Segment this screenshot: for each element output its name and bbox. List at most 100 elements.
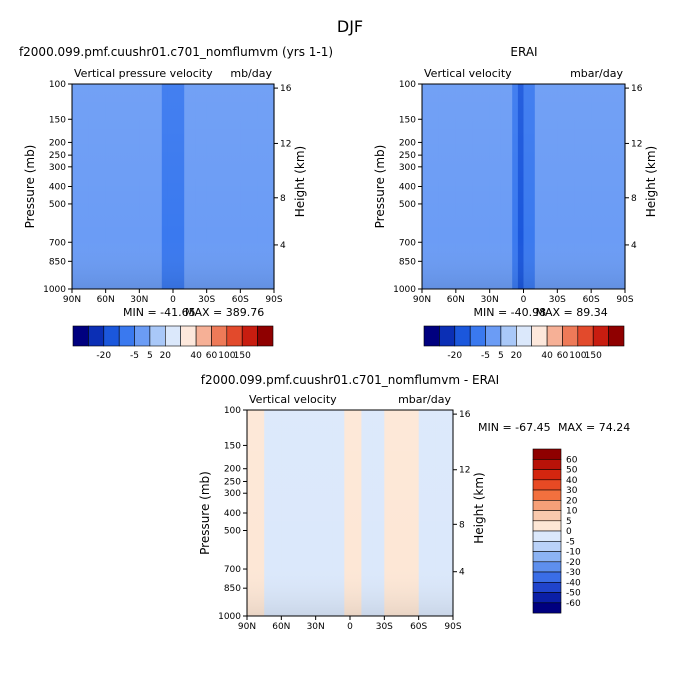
colorbar-swatch xyxy=(88,325,105,347)
y2-axis-title: Height (km) xyxy=(293,146,307,217)
x-tick-label: 60S xyxy=(232,295,249,305)
y-axis-title: Pressure (mb) xyxy=(373,145,387,229)
y-tick-label: 100 xyxy=(49,80,66,90)
y2-tick-label: 4 xyxy=(631,241,637,251)
x-tick-label: 60N xyxy=(97,295,115,305)
x-tick-label: 30S xyxy=(549,295,566,305)
colorbar-swatch xyxy=(195,325,212,347)
x-tick-label: 90S xyxy=(616,295,633,305)
colorbar-label: 150 xyxy=(234,351,251,361)
colorbar-label: 40 xyxy=(566,476,578,486)
variable-label: Vertical pressure velocity xyxy=(74,67,213,80)
y-tick-label: 700 xyxy=(49,238,66,248)
x-tick-label: 90N xyxy=(238,622,256,632)
colorbar-label: 60 xyxy=(557,351,569,361)
y2-axis-title: Height (km) xyxy=(644,146,658,217)
colorbar-swatch xyxy=(532,499,562,511)
max-label: MAX = 89.34 xyxy=(536,306,608,319)
colorbar-swatch xyxy=(532,581,562,593)
y-tick-label: 400 xyxy=(49,183,66,193)
colorbar-swatch xyxy=(515,325,532,347)
colorbar-label: 5 xyxy=(566,517,572,527)
colorbar-label: -5 xyxy=(566,537,575,547)
colorbar-swatch xyxy=(546,325,563,347)
max-label: MAX = 74.24 xyxy=(558,421,630,434)
x-tick-label: 0 xyxy=(170,295,176,305)
units-label: mbar/day xyxy=(398,393,451,406)
y-tick-label: 500 xyxy=(49,200,66,210)
heatmap-shade xyxy=(422,84,625,289)
colorbar-swatch xyxy=(439,325,456,347)
y-tick-label: 700 xyxy=(399,238,416,248)
colorbar-swatch xyxy=(165,325,182,347)
x-tick-label: 60S xyxy=(410,622,427,632)
colorbar-swatch xyxy=(211,325,228,347)
x-tick-label: 90N xyxy=(413,295,431,305)
y-tick-label: 400 xyxy=(224,509,241,519)
y2-axis-title: Height (km) xyxy=(472,472,486,543)
y2-tick-label: 8 xyxy=(459,520,465,530)
colorbar-swatch xyxy=(532,510,562,522)
colorbar-swatch xyxy=(592,325,609,347)
colorbar-label: 100 xyxy=(218,351,235,361)
y2-tick-label: 12 xyxy=(459,466,470,476)
x-tick-label: 30N xyxy=(481,295,499,305)
colorbar-label: -50 xyxy=(566,589,581,599)
y2-tick-label: 12 xyxy=(631,139,642,149)
y-tick-label: 850 xyxy=(399,257,416,267)
y-tick-label: 850 xyxy=(49,257,66,267)
colorbar-label: 50 xyxy=(566,466,578,476)
colorbar-label: 100 xyxy=(569,351,586,361)
x-tick-label: 30S xyxy=(376,622,393,632)
colorbar-swatch xyxy=(532,458,562,470)
y2-tick-label: 4 xyxy=(280,241,286,251)
colorbar-swatch xyxy=(532,561,562,573)
colorbar-swatch xyxy=(226,325,243,347)
colorbar-swatch xyxy=(577,325,594,347)
figure-title: DJF xyxy=(337,17,363,36)
y-tick-label: 200 xyxy=(224,465,241,475)
colorbar-swatch xyxy=(118,325,135,347)
colorbar-label: 40 xyxy=(190,351,202,361)
y-tick-label: 250 xyxy=(224,477,241,487)
colorbar-swatch xyxy=(180,325,197,347)
variable-label: Vertical velocity xyxy=(249,393,337,406)
y-tick-label: 200 xyxy=(399,138,416,148)
colorbar-swatch xyxy=(103,325,120,347)
colorbar-swatch xyxy=(532,592,562,604)
colorbar-label: 5 xyxy=(498,351,504,361)
colorbar-swatch xyxy=(608,325,625,347)
colorbar-label: 20 xyxy=(511,351,523,361)
x-tick-label: 90S xyxy=(444,622,461,632)
x-tick-label: 30S xyxy=(198,295,215,305)
colorbar-swatch xyxy=(532,520,562,532)
y2-tick-label: 16 xyxy=(459,410,471,420)
y-tick-label: 1000 xyxy=(393,285,416,295)
colorbar-label: -40 xyxy=(566,578,581,588)
colorbar-label: -5 xyxy=(130,351,139,361)
y-tick-label: 400 xyxy=(399,183,416,193)
min-label: MIN = -41.65 xyxy=(123,306,196,319)
y-tick-label: 300 xyxy=(49,163,66,173)
variable-label: Vertical velocity xyxy=(424,67,512,80)
panel-difference: f2000.099.pmf.cuushr01.c701_nomflumvm - … xyxy=(198,373,630,632)
colorbar-label: 40 xyxy=(541,351,553,361)
heatmap-shade xyxy=(247,410,453,616)
y-tick-label: 100 xyxy=(399,80,416,90)
colorbar-label: -20 xyxy=(96,351,111,361)
colorbar-label: 10 xyxy=(566,507,578,517)
colorbar-swatch xyxy=(531,325,548,347)
y-tick-label: 500 xyxy=(399,200,416,210)
x-tick-label: 0 xyxy=(347,622,353,632)
y-axis-title: Pressure (mb) xyxy=(198,471,212,555)
colorbar-label: 5 xyxy=(147,351,153,361)
colorbar-label: 20 xyxy=(160,351,172,361)
y-tick-label: 250 xyxy=(49,151,66,161)
x-tick-label: 90S xyxy=(265,295,282,305)
y-tick-label: 300 xyxy=(399,163,416,173)
x-tick-label: 60S xyxy=(583,295,600,305)
colorbar-swatch xyxy=(423,325,440,347)
